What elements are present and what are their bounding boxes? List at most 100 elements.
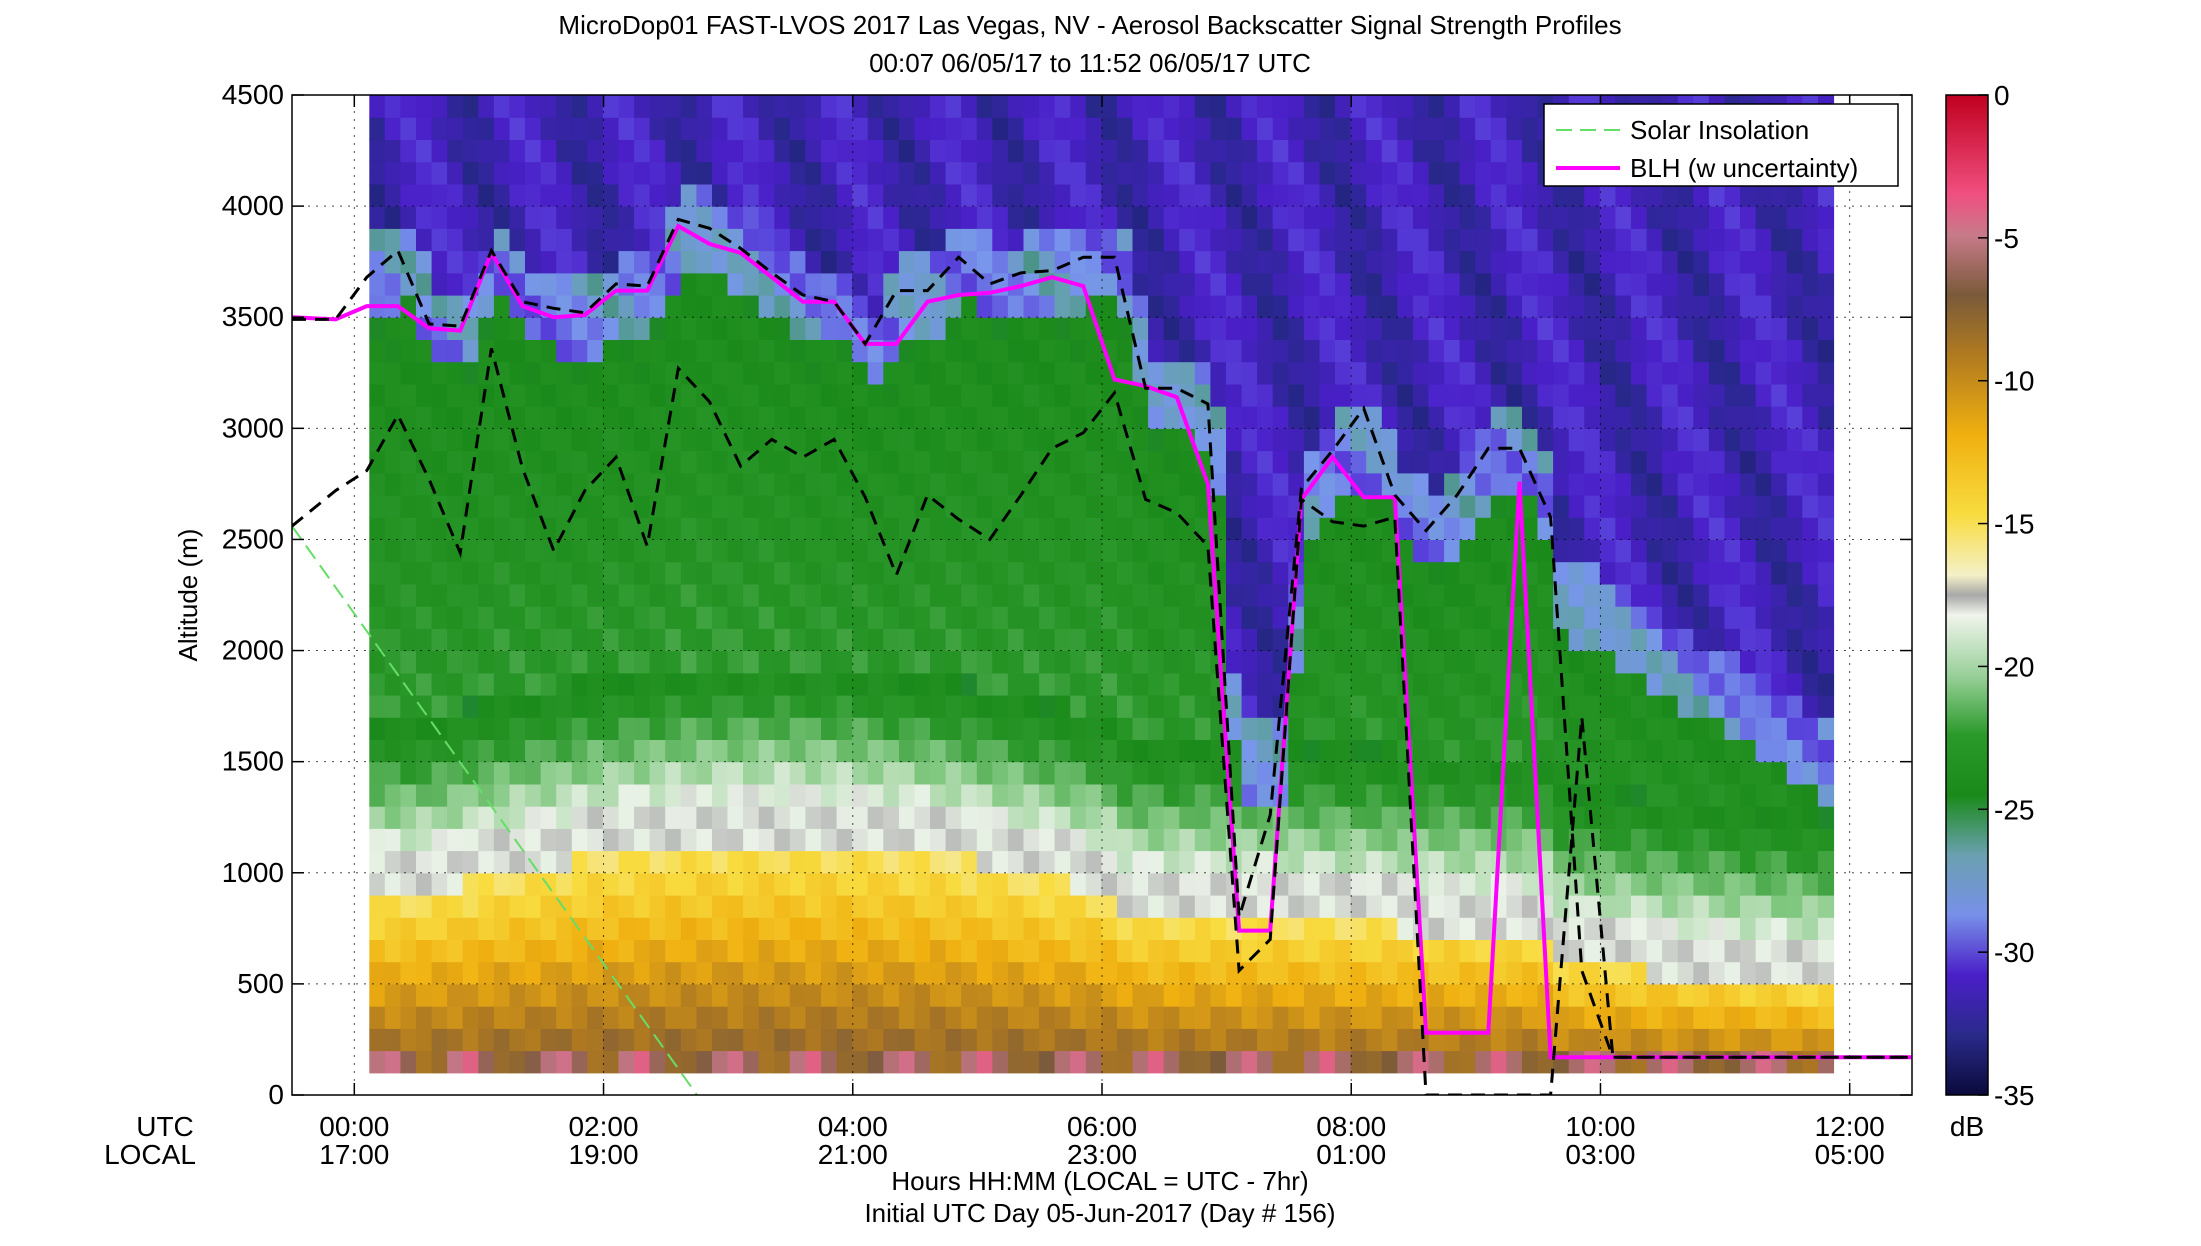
heatmap-cell [1662, 828, 1679, 852]
heatmap-cell [1412, 650, 1430, 674]
heatmap-cell [509, 161, 526, 185]
heatmap-cell [1070, 539, 1087, 563]
heatmap-cell [1070, 872, 1087, 896]
heatmap-cell [914, 983, 931, 1007]
heatmap-cell [1241, 295, 1258, 318]
heatmap-cell [1350, 228, 1367, 252]
heatmap-cell [821, 495, 838, 518]
heatmap-cell [1350, 428, 1367, 452]
heatmap-cell [1272, 250, 1289, 274]
heatmap-cell [1568, 317, 1585, 340]
heatmap-cell [1163, 295, 1180, 318]
heatmap-cell [1179, 495, 1196, 518]
heatmap-cell [1444, 939, 1461, 963]
heatmap-cell [1117, 717, 1134, 740]
heatmap-cell [836, 739, 853, 763]
heatmap-cell [789, 450, 806, 474]
heatmap-cell [712, 650, 729, 674]
heatmap-cell [992, 383, 1009, 407]
heatmap-cell [1070, 206, 1087, 229]
heatmap-cell [1117, 495, 1134, 518]
heatmap-cell [852, 583, 869, 607]
heatmap-cell [1179, 539, 1196, 563]
heatmap-cell [618, 850, 635, 874]
heatmap-cell [898, 495, 916, 518]
heatmap-cell [1288, 250, 1305, 274]
heatmap-cell [1677, 339, 1694, 363]
heatmap-cell [1631, 761, 1648, 785]
heatmap-cell [431, 206, 448, 229]
heatmap-cell [478, 850, 495, 874]
heatmap-cell [1662, 228, 1679, 252]
heatmap-cell [743, 539, 760, 563]
heatmap-cell [1335, 317, 1352, 340]
heatmap-cell [509, 939, 526, 963]
heatmap-cell [945, 895, 962, 918]
heatmap-cell [1537, 828, 1554, 852]
heatmap-cell [1132, 695, 1149, 718]
x-axis-label: Hours HH:MM (LOCAL = UTC - 7hr) [891, 1166, 1308, 1196]
heatmap-cell [1257, 272, 1274, 296]
heatmap-cell [1584, 428, 1601, 452]
heatmap-cell [1007, 139, 1025, 163]
heatmap-cell [369, 517, 386, 540]
heatmap-cell [1786, 606, 1803, 629]
heatmap-cell [1257, 428, 1274, 452]
heatmap-cell [384, 1050, 401, 1074]
heatmap-cell [945, 828, 962, 852]
heatmap-cell [1553, 872, 1570, 896]
heatmap-cell [369, 650, 386, 674]
heatmap-cell [1817, 1006, 1835, 1029]
heatmap-cell [1163, 739, 1180, 763]
heatmap-cell [1646, 428, 1663, 452]
heatmap-cell [1615, 295, 1632, 318]
heatmap-cell [1350, 872, 1367, 896]
heatmap-cell [680, 139, 697, 163]
heatmap-cell [1210, 450, 1227, 474]
heatmap-cell [696, 561, 713, 585]
heatmap-cell [540, 806, 557, 829]
heatmap-cell [1599, 695, 1616, 718]
heatmap-cell [1771, 606, 1788, 629]
heatmap-cell [1817, 250, 1835, 274]
heatmap-cell [1615, 1050, 1632, 1074]
heatmap-cell [1070, 717, 1087, 740]
heatmap-cell [1553, 383, 1570, 407]
heatmap-cell [727, 206, 744, 229]
x-tick-label-utc: 00:00 [319, 1111, 389, 1142]
heatmap-cell [1194, 672, 1211, 696]
heatmap-cell [930, 983, 947, 1007]
heatmap-cell [727, 583, 744, 607]
heatmap-cell [992, 939, 1009, 963]
heatmap-cell [1179, 783, 1196, 807]
heatmap-cell [1537, 539, 1554, 563]
heatmap-cell [525, 450, 542, 474]
heatmap-cell [1335, 339, 1352, 363]
heatmap-cell [587, 606, 604, 629]
heatmap-cell [1490, 717, 1507, 740]
heatmap-cell [1101, 383, 1118, 407]
heatmap-cell [634, 895, 651, 918]
heatmap-cell [493, 850, 511, 874]
heatmap-cell [1257, 317, 1274, 340]
heatmap-cell [540, 495, 557, 518]
heatmap-cell [1381, 95, 1398, 118]
heatmap-cell [1724, 850, 1741, 874]
heatmap-cell [1459, 1050, 1476, 1074]
heatmap-cell [602, 472, 620, 496]
heatmap-cell [712, 1028, 729, 1052]
heatmap-cell [1740, 917, 1757, 940]
heatmap-cell [416, 1050, 433, 1074]
heatmap-cell [1599, 517, 1616, 540]
heatmap-cell [478, 983, 495, 1007]
heatmap-cell [540, 139, 557, 163]
heatmap-cell [1085, 961, 1102, 985]
heatmap-cell [992, 672, 1009, 696]
heatmap-cell [1288, 939, 1305, 963]
heatmap-cell [914, 206, 931, 229]
heatmap-cell [1506, 1028, 1523, 1052]
heatmap-cell [743, 695, 760, 718]
heatmap-cell [1506, 961, 1523, 985]
heatmap-cell [1148, 1006, 1165, 1029]
heatmap-cell [1397, 361, 1414, 385]
